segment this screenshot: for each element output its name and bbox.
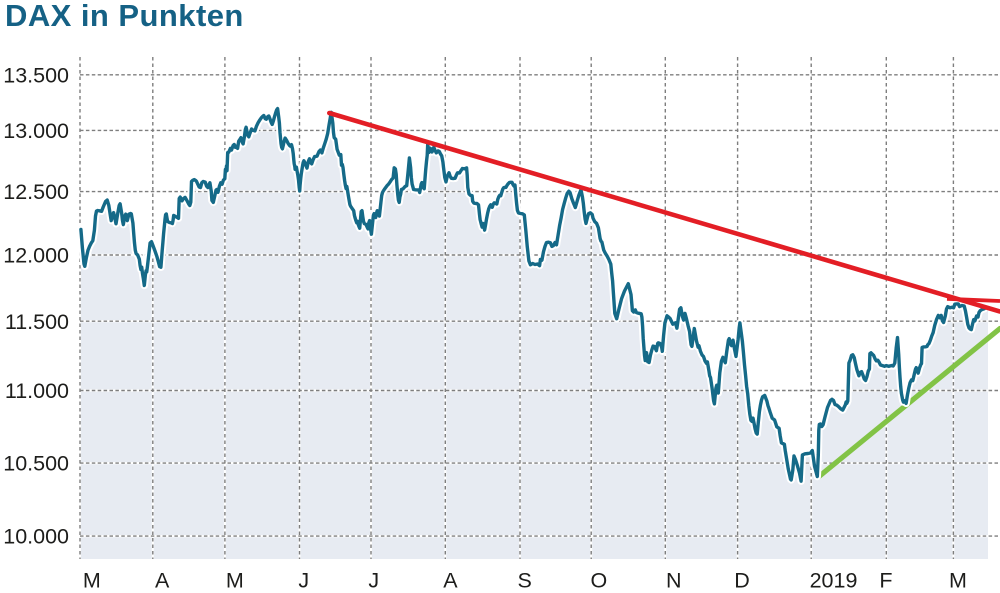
svg-text:J: J [368, 569, 379, 593]
svg-text:M: M [83, 569, 101, 593]
svg-text:O: O [591, 569, 608, 593]
svg-text:F: F [879, 569, 892, 593]
svg-text:12.000: 12.000 [3, 244, 69, 268]
svg-text:2019: 2019 [810, 569, 858, 593]
svg-text:J: J [298, 569, 309, 593]
svg-text:11.000: 11.000 [5, 379, 69, 403]
svg-text:N: N [666, 569, 682, 593]
svg-text:D: D [734, 569, 750, 593]
svg-text:12.500: 12.500 [3, 180, 69, 204]
svg-text:13.500: 13.500 [3, 63, 69, 87]
svg-text:13.000: 13.000 [3, 119, 69, 143]
svg-text:M: M [226, 569, 244, 593]
svg-text:M: M [949, 569, 967, 593]
svg-text:A: A [155, 569, 170, 593]
svg-text:11.500: 11.500 [5, 310, 69, 334]
svg-text:A: A [443, 569, 458, 593]
svg-text:10.000: 10.000 [3, 525, 69, 549]
svg-text:10.500: 10.500 [3, 452, 69, 476]
svg-text:S: S [518, 569, 532, 593]
